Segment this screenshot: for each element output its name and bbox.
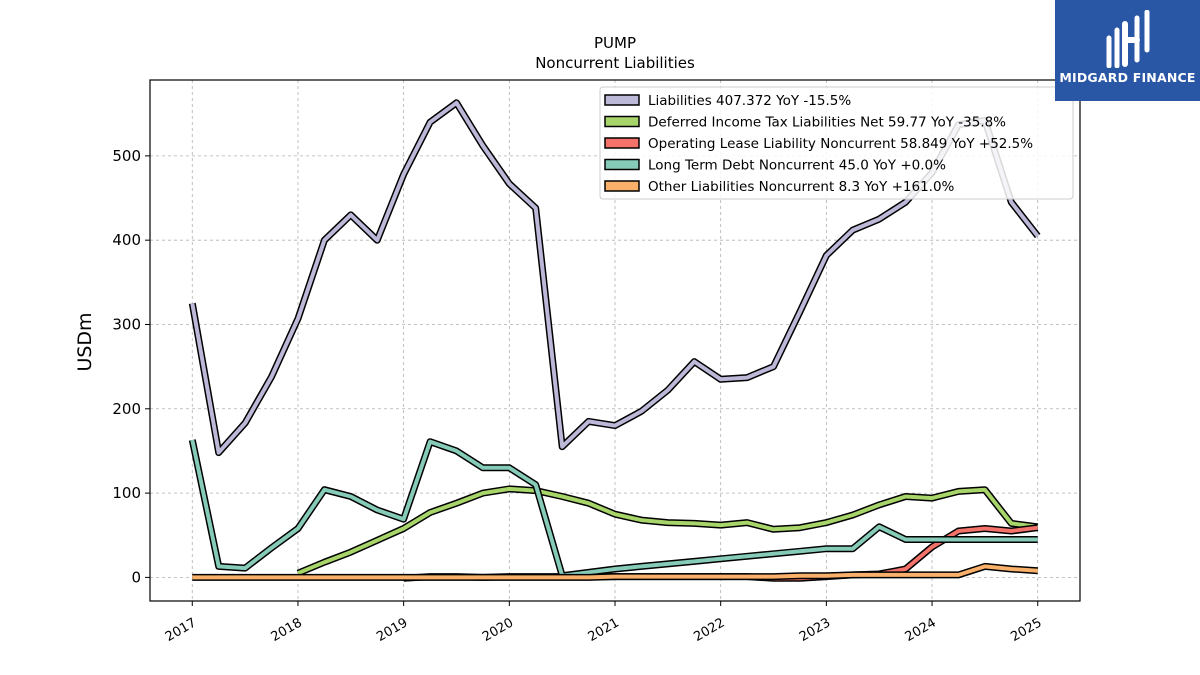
legend-box	[599, 86, 1074, 200]
series-long-term-debt-noncurrent	[188, 438, 1038, 580]
y-tick-label: 200	[112, 400, 141, 418]
series-outline	[403, 524, 1039, 582]
series-line	[297, 486, 1038, 576]
series-deferred-income-tax-liabilities-net	[296, 485, 1039, 577]
x-tick-label: 2024	[903, 615, 939, 645]
series-operating-lease-liability-noncurrent	[403, 524, 1039, 582]
series-layer	[188, 99, 1041, 582]
series-line	[190, 100, 1040, 455]
legend: Liabilities 407.372 YoY -15.5% Deferred I…	[599, 86, 1074, 200]
y-axis-label: USDm	[74, 312, 96, 371]
legend-swatch	[604, 158, 640, 171]
x-tick-label: 2019	[374, 615, 410, 645]
legend-entry: Deferred Income Tax Liabilities Net 59.7…	[648, 115, 1006, 131]
x-tick-label: 2023	[797, 615, 833, 645]
legend-swatch	[604, 180, 640, 192]
x-tick-label: 2017	[163, 615, 199, 645]
brand-logo: MIDGARD FINANCE	[1055, 0, 1200, 101]
legend-entry: Long Term Debt Noncurrent 45.0 YoY +0.0%	[648, 158, 946, 174]
series-line	[403, 525, 1038, 581]
chart-title: PUMP	[594, 34, 636, 52]
series-other-liabilities-noncurrent	[192, 562, 1038, 581]
legend-entry: Operating Lease Liability Noncurrent 58.…	[648, 136, 1033, 152]
x-tick-label: 2020	[480, 615, 516, 645]
x-tick-label: 2025	[1008, 615, 1044, 645]
legend-entry: Liabilities 407.372 YoY -15.5%	[648, 93, 851, 109]
midgard-logo-icon	[1106, 10, 1150, 68]
legend-swatch	[604, 137, 640, 149]
y-tick-label: 0	[131, 568, 141, 586]
legend-entry: Other Liabilities Noncurrent 8.3 YoY +16…	[648, 179, 955, 195]
y-tick-label: 100	[112, 484, 141, 502]
x-tick-label: 2018	[269, 615, 305, 645]
x-tick-label: 2022	[691, 615, 727, 645]
legend-swatch	[604, 115, 640, 128]
series-line	[192, 564, 1038, 580]
y-tick-label: 300	[112, 315, 141, 333]
chart-subtitle: Noncurrent Liabilities	[535, 54, 695, 72]
brand-name: MIDGARD FINANCE	[1059, 70, 1196, 85]
legend-swatch	[604, 94, 640, 106]
y-tick-label: 500	[112, 147, 141, 165]
series-line	[190, 439, 1038, 578]
x-tick-label: 2021	[586, 615, 622, 645]
series-liabilities	[188, 99, 1041, 457]
y-tick-label: 400	[112, 231, 141, 249]
